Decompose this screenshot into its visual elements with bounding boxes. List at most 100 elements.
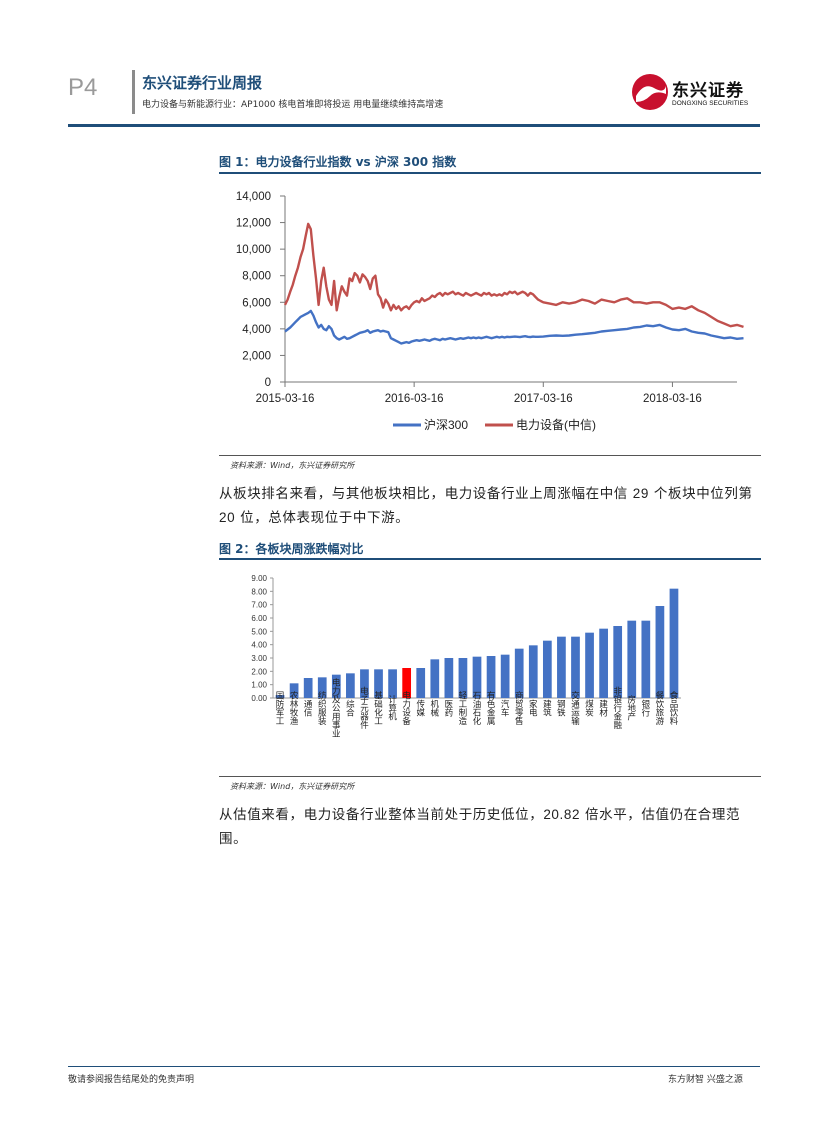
bar-24 (613, 626, 623, 698)
paragraph-sector-ranking: 从板块排名来看，与其他板块相比，电力设备行业上周涨幅在中信 29 个板块中位列第… (219, 482, 759, 530)
figure1-title: 图 1：电力设备行业指数 vs 沪深 300 指数 (219, 155, 457, 169)
bar-15 (486, 656, 496, 698)
y-tick-label: 5.00 (251, 627, 267, 636)
y-tick-label: 8,000 (242, 271, 271, 283)
y-tick-label: 7.00 (251, 601, 267, 610)
bar-28 (669, 588, 679, 698)
y-tick-label: 6,000 (242, 297, 271, 309)
figure2-title-rule (219, 558, 761, 560)
bar-25 (627, 620, 637, 698)
bar-1 (289, 683, 299, 698)
bar-27 (655, 606, 665, 698)
p1-text-b: 个板块中位列第 (649, 486, 753, 502)
category-label: 建材 (599, 699, 609, 717)
figure1-title-rule (219, 172, 761, 174)
page-number: P4 (68, 74, 98, 101)
series-line-power-equipment (283, 222, 744, 329)
y-tick-label: 0.00 (251, 694, 267, 703)
category-label: 农林牧渔 (289, 690, 299, 725)
y-tick-label: 9.00 (251, 574, 267, 583)
y-tick-label: 4,000 (242, 324, 271, 336)
category-label: 商贸零售 (514, 690, 524, 726)
y-tick-label: 6.00 (251, 614, 267, 623)
y-tick-label: 12,000 (236, 218, 271, 230)
category-label: 有色金属 (486, 690, 496, 726)
category-label: 电子元器件 (359, 686, 369, 730)
category-label: 综合 (345, 699, 355, 718)
y-tick-label: 10,000 (236, 244, 271, 256)
x-tick-label: 2015-03-16 (256, 393, 315, 405)
bar-19 (542, 640, 552, 698)
bar-26 (641, 620, 651, 698)
bar-14 (472, 656, 482, 698)
x-tick-label: 2018-03-16 (643, 393, 702, 405)
category-label: 计算机 (388, 695, 398, 722)
y-tick-label: 4.00 (251, 641, 267, 650)
bar-2 (303, 678, 313, 698)
figure1-source: 资料来源：Wind，东兴证券研究所 (230, 461, 355, 470)
category-label: 轻工制造 (458, 690, 468, 726)
category-label: 建筑 (542, 699, 552, 718)
bar-13 (458, 658, 468, 698)
header-divider (132, 70, 135, 114)
figure1-source-rule (219, 455, 761, 456)
y-tick-label: 3.00 (251, 654, 267, 663)
category-label: 石油石化 (472, 691, 482, 726)
category-label: 传媒 (416, 699, 426, 718)
bar-10 (416, 668, 426, 698)
series-line-hs300 (284, 309, 744, 345)
category-label: 钢铁 (556, 699, 566, 718)
report-title: 东兴证券行业周报 (142, 74, 263, 92)
category-label: 汽车 (500, 699, 510, 718)
p1-text-c: 位，总体表现位于中下游。 (235, 510, 410, 526)
legend-label: 沪深300 (424, 418, 468, 432)
category-label: 银行 (641, 699, 651, 718)
company-logo (632, 74, 668, 110)
logo-text-cn: 东兴证券 (672, 81, 744, 101)
p1-text-a: 从板块排名来看，与其他板块相比，电力设备行业上周涨幅在中信 (219, 486, 633, 502)
legend-label: 电力设备(中信) (516, 417, 596, 432)
category-label: 机械 (430, 699, 440, 718)
category-label: 纺织服装 (317, 690, 327, 726)
footer-disclaimer: 敬请参阅报告结尾处的免责声明 (68, 1075, 195, 1085)
x-tick-label: 2016-03-16 (385, 393, 444, 405)
bar-16 (500, 654, 510, 698)
p2-text-a: 从估值来看，电力设备行业整体当前处于历史低位， (219, 807, 544, 823)
y-tick-label: 8.00 (251, 587, 267, 596)
category-label: 电力及公用事业 (331, 678, 341, 738)
bar-18 (528, 645, 538, 698)
figure2-source-rule (219, 776, 761, 777)
header-rule (68, 124, 760, 127)
category-label: 医药 (444, 700, 454, 718)
category-label: 餐饮旅游 (655, 691, 665, 726)
category-label: 国防军工 (275, 691, 285, 725)
y-tick-label: 14,000 (236, 191, 271, 203)
logo-wave-icon (636, 86, 666, 102)
p2-text-b: 倍水平，估值仍在合理范围。 (219, 807, 741, 847)
y-tick-label: 2,000 (242, 350, 271, 362)
figure1-line-chart: 0 2,000 4,000 6,000 8,000 10,000 12,000 14,000 2… (236, 191, 744, 432)
category-label: 通信 (303, 699, 313, 718)
logo-text-en: DONGXING SECURITIES (672, 100, 749, 107)
bar-7 (374, 669, 383, 698)
y-tick-label: 2.00 (251, 667, 267, 676)
paragraph-valuation: 从估值来看，电力设备行业整体当前处于历史低位，20.82 倍水平，估值仍在合理范… (219, 803, 759, 851)
category-label: 交通运输 (570, 690, 580, 726)
category-label: 煤炭 (585, 699, 595, 718)
bar-9 (402, 668, 412, 698)
bar-20 (557, 636, 566, 698)
bar-17 (514, 648, 524, 698)
category-label: 家电 (528, 699, 538, 717)
bar-4 (331, 674, 341, 698)
bar-0 (275, 695, 285, 698)
category-label: 电力设备 (402, 690, 412, 726)
p2-num-a: 20.82 (543, 807, 581, 822)
y-tick-label: 0 (265, 377, 271, 389)
y-tick-label: 1.00 (251, 681, 267, 690)
category-label: 房地产 (627, 695, 637, 722)
bar-11 (430, 659, 440, 698)
category-label: 基础化工 (374, 690, 384, 725)
bar-21 (571, 636, 580, 698)
footer-rule (68, 1066, 760, 1067)
category-label: 非银行金融 (613, 686, 623, 730)
